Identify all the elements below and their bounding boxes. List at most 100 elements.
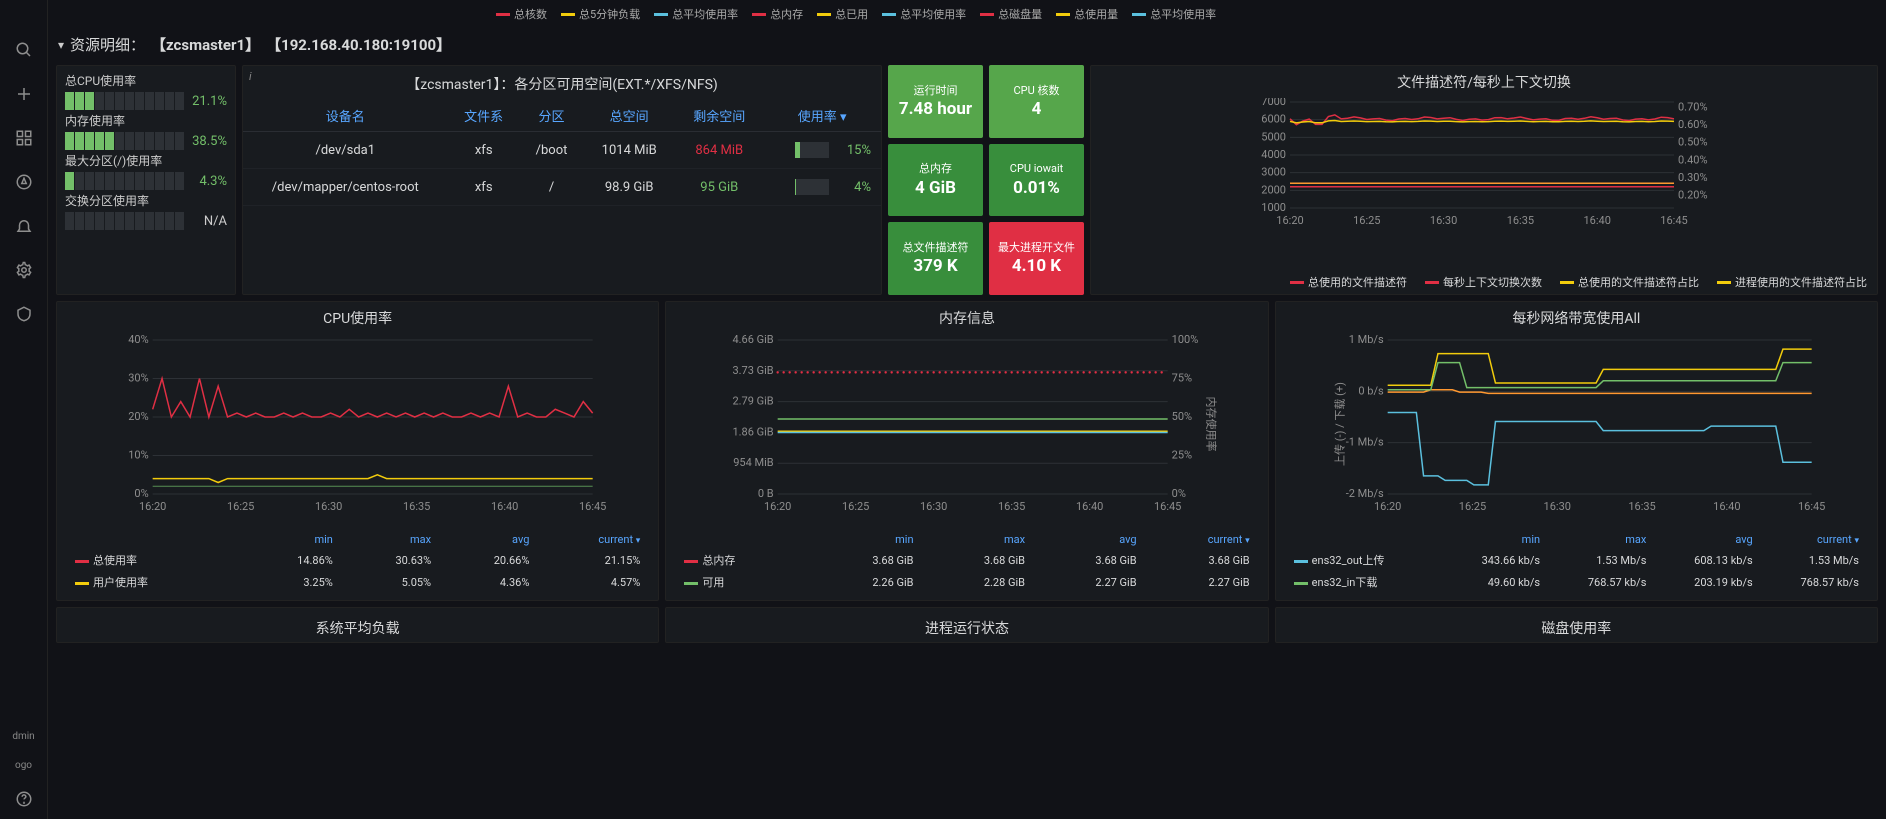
legend-cur: 768.57 kb/s bbox=[1761, 572, 1865, 592]
gauge-bar-segment bbox=[165, 172, 174, 190]
legend-row[interactable]: 总内存3.68 GiB3.68 GiB3.68 GiB3.68 GiB bbox=[678, 550, 1255, 570]
legend-header[interactable]: max bbox=[341, 531, 437, 548]
gauge-bar-segment bbox=[75, 132, 84, 150]
gauge-row[interactable]: 总CPU使用率21.1% bbox=[65, 72, 227, 110]
disk-table-header[interactable]: 总空间 bbox=[583, 100, 675, 132]
gauge-row[interactable]: 最大分区(/)使用率4.3% bbox=[65, 152, 227, 190]
disk-table-header[interactable]: 文件系 bbox=[448, 100, 520, 132]
legend-header[interactable]: avg bbox=[1654, 531, 1758, 548]
legend-max: 30.63% bbox=[341, 550, 437, 570]
disk-table-header[interactable]: 分区 bbox=[520, 100, 583, 132]
gauge-bar-segment bbox=[105, 212, 114, 230]
legend-row[interactable]: ens32_out上传343.66 kb/s1.53 Mb/s608.13 kb… bbox=[1288, 550, 1865, 570]
gauge-bar-segment bbox=[155, 132, 164, 150]
gauge-bar-segment bbox=[135, 212, 144, 230]
disk-mount: /boot bbox=[520, 132, 583, 169]
legend-header[interactable]: min bbox=[243, 531, 339, 548]
gauge-bar-segment bbox=[155, 92, 164, 110]
legend-header[interactable]: avg bbox=[439, 531, 535, 548]
gauge-bar-segment bbox=[85, 172, 94, 190]
search-icon[interactable] bbox=[14, 40, 34, 60]
svg-text:5000: 5000 bbox=[1261, 130, 1286, 143]
cpu-chart-legend: minmaxavgcurrent ▾ 总使用率14.86%30.63%20.66%… bbox=[67, 529, 648, 594]
legend-header[interactable]: avg bbox=[1033, 531, 1143, 548]
legend-row[interactable]: 可用2.26 GiB2.28 GiB2.27 GiB2.27 GiB bbox=[678, 572, 1255, 592]
stat-tile-label: 运行时间 bbox=[910, 84, 962, 97]
plus-icon[interactable] bbox=[14, 84, 34, 104]
gauge-bar-segment bbox=[135, 92, 144, 110]
stat-tile[interactable]: 总内存4 GiB bbox=[888, 144, 983, 217]
alerting-icon[interactable] bbox=[14, 216, 34, 236]
svg-text:16:20: 16:20 bbox=[764, 500, 791, 513]
disk-table-header[interactable]: 设备名 bbox=[243, 100, 448, 132]
panel-info-icon[interactable]: i bbox=[249, 70, 252, 83]
legend-header[interactable]: min bbox=[1442, 531, 1546, 548]
legend-header[interactable]: current ▾ bbox=[1145, 531, 1256, 548]
disk-table-header[interactable]: 使用率 ▾ bbox=[763, 100, 881, 132]
table-row[interactable]: /dev/sda1 xfs /boot 1014 MiB 864 MiB 15% bbox=[243, 132, 881, 169]
svg-text:3000: 3000 bbox=[1261, 166, 1286, 179]
chevron-down-icon: ▾ bbox=[58, 38, 64, 52]
cpu-chart-title: CPU使用率 bbox=[57, 302, 658, 334]
gauge-title: 交换分区使用率 bbox=[65, 192, 227, 209]
fd-legend-item[interactable]: 每秒上下文切换次数 bbox=[1425, 274, 1542, 290]
stat-tile[interactable]: 运行时间7.48 hour bbox=[888, 65, 983, 138]
fd-legend-item[interactable]: 总使用的文件描述符占比 bbox=[1560, 274, 1699, 290]
fd-legend-item[interactable]: 总使用的文件描述符 bbox=[1290, 274, 1407, 290]
legend-max: 2.28 GiB bbox=[922, 572, 1032, 592]
legend-header[interactable]: current ▾ bbox=[537, 531, 646, 548]
svg-text:10%: 10% bbox=[128, 449, 148, 462]
explore-icon[interactable] bbox=[14, 172, 34, 192]
cpu-chart[interactable]: 40%30%20%10%0%16:2016:2516:3016:3516:401… bbox=[65, 334, 650, 514]
fd-chart[interactable]: 70006000500040003000200010000.70%0.60%0.… bbox=[1099, 98, 1869, 228]
disk-total: 98.9 GiB bbox=[583, 169, 675, 206]
fd-legend-item[interactable]: 进程使用的文件描述符占比 bbox=[1717, 274, 1867, 290]
top-legend-row: 总核数总5分钟负载总平均使用率总内存总已用总平均使用率总磁盘量总使用量总平均使用… bbox=[56, 4, 1878, 28]
gauge-bar-segment bbox=[175, 92, 184, 110]
legend-header[interactable]: max bbox=[922, 531, 1032, 548]
gauge-bar-segment bbox=[65, 132, 74, 150]
fd-chart-panel: 文件描述符/每秒上下文切换 70006000500040003000200010… bbox=[1090, 65, 1878, 295]
bottom-panel: 磁盘使用率 bbox=[1275, 607, 1878, 643]
svg-text:16:45: 16:45 bbox=[579, 500, 606, 513]
svg-text:16:30: 16:30 bbox=[1543, 500, 1570, 513]
mem-chart[interactable]: 4.66 GiB3.73 GiB2.79 GiB1.86 GiB954 MiB0… bbox=[674, 334, 1259, 514]
table-row[interactable]: /dev/mapper/centos-root xfs / 98.9 GiB 9… bbox=[243, 169, 881, 206]
dashboards-icon[interactable] bbox=[14, 128, 34, 148]
net-chart[interactable]: 1 Mb/s0 b/s-1 Mb/s-2 Mb/s16:2016:2516:30… bbox=[1284, 334, 1869, 514]
legend-row[interactable]: ens32_in下载49.60 kb/s768.57 kb/s203.19 kb… bbox=[1288, 572, 1865, 592]
help-icon[interactable] bbox=[14, 789, 34, 809]
legend-row[interactable]: 总使用率14.86%30.63%20.66%21.15% bbox=[69, 550, 646, 570]
svg-text:0.70%: 0.70% bbox=[1678, 100, 1708, 113]
mem-chart-legend: minmaxavgcurrent ▾ 总内存3.68 GiB3.68 GiB3.6… bbox=[676, 529, 1257, 594]
configuration-icon[interactable] bbox=[14, 260, 34, 280]
svg-text:16:40: 16:40 bbox=[1713, 500, 1740, 513]
gauge-bar-segment bbox=[175, 132, 184, 150]
gauge-value: N/A bbox=[190, 214, 227, 229]
stat-tile-value: 4 GiB bbox=[915, 178, 956, 198]
legend-header[interactable]: max bbox=[1548, 531, 1652, 548]
svg-text:16:35: 16:35 bbox=[403, 500, 430, 513]
legend-header[interactable]: min bbox=[810, 531, 920, 548]
svg-text:16:45: 16:45 bbox=[1660, 214, 1687, 227]
legend-row[interactable]: 用户使用率3.25%5.05%4.36%4.57% bbox=[69, 572, 646, 592]
stat-tile[interactable]: 最大进程开文件4.10 K bbox=[989, 222, 1084, 295]
gauge-bar-segment bbox=[105, 132, 114, 150]
stat-tile[interactable]: CPU 核数4 bbox=[989, 65, 1084, 138]
gauge-row[interactable]: 交换分区使用率 N/A bbox=[65, 192, 227, 230]
server-admin-icon[interactable] bbox=[14, 304, 34, 324]
gauge-bar-segment bbox=[75, 172, 84, 190]
legend-series-name: 总使用率 bbox=[69, 550, 241, 570]
stat-tile[interactable]: CPU iowait0.01% bbox=[989, 144, 1084, 217]
gauge-row[interactable]: 内存使用率38.5% bbox=[65, 112, 227, 150]
top-legend-item: 总已用 bbox=[817, 6, 868, 22]
disk-table-header[interactable]: 剩余空间 bbox=[675, 100, 763, 132]
top-legend-item: 总使用量 bbox=[1056, 6, 1118, 22]
gauge-value: 21.1% bbox=[190, 94, 227, 109]
row-header[interactable]: ▾ 资源明细： 【zcsmaster1】 【192.168.40.180:191… bbox=[56, 28, 1878, 65]
gauge-value: 38.5% bbox=[190, 134, 227, 149]
legend-header[interactable]: current ▾ bbox=[1761, 531, 1865, 548]
row-header-host: 【zcsmaster1】 bbox=[151, 34, 260, 55]
stat-tile[interactable]: 总文件描述符379 K bbox=[888, 222, 983, 295]
gauge-bar-segment bbox=[95, 172, 104, 190]
